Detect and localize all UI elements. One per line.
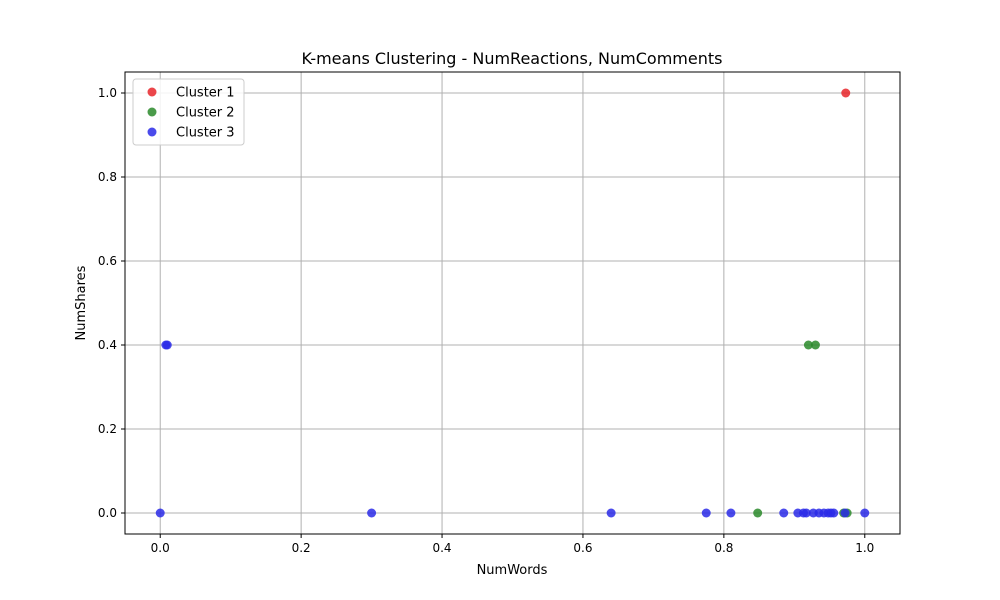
- legend-marker: [147, 87, 157, 97]
- data-point: [753, 508, 763, 518]
- legend-marker: [147, 107, 157, 117]
- data-point: [155, 508, 165, 518]
- legend-box: [132, 78, 245, 146]
- x-tick-label: 0.4: [432, 541, 451, 555]
- data-points: [155, 88, 870, 518]
- data-point: [841, 88, 851, 98]
- legend-label: Cluster 1: [176, 86, 235, 101]
- data-point: [367, 508, 377, 518]
- data-point: [860, 508, 870, 518]
- legend-label: Cluster 3: [176, 126, 235, 141]
- legend-label: Cluster 2: [176, 106, 235, 121]
- x-tick-label: 0.0: [151, 541, 170, 555]
- y-tick-label: 0.0: [98, 506, 117, 520]
- data-point: [803, 340, 813, 350]
- x-tick-label: 0.6: [573, 541, 592, 555]
- y-tick-label: 0.2: [98, 422, 117, 436]
- data-point: [726, 508, 736, 518]
- data-point: [840, 508, 850, 518]
- y-tick-label: 0.8: [98, 170, 117, 184]
- data-point: [701, 508, 711, 518]
- y-axis-label: NumShares: [74, 265, 89, 340]
- legend: Cluster 1 Cluster 2 Cluster 3: [132, 78, 245, 146]
- y-tick-label: 0.4: [98, 338, 117, 352]
- x-tick-label: 1.0: [855, 541, 874, 555]
- data-point: [801, 508, 811, 518]
- data-point: [162, 340, 172, 350]
- axis-ticks: 0.0 0.2 0.4 0.6 0.8 1.0 0.0 0.2 0.4 0.6 0.8 1.0: [98, 86, 874, 555]
- chart-title: K-means Clustering - NumReactions, NumCo…: [302, 49, 723, 68]
- y-tick-label: 1.0: [98, 86, 117, 100]
- data-point: [829, 508, 839, 518]
- data-point: [606, 508, 616, 518]
- legend-marker: [147, 127, 157, 137]
- x-tick-label: 0.8: [714, 541, 733, 555]
- x-axis-label: NumWords: [477, 563, 548, 578]
- data-point: [779, 508, 789, 518]
- grid-lines: [125, 72, 900, 534]
- plot-frame: [124, 71, 901, 535]
- data-point: [810, 340, 820, 350]
- x-tick-label: 0.2: [292, 541, 311, 555]
- y-tick-label: 0.6: [98, 254, 117, 268]
